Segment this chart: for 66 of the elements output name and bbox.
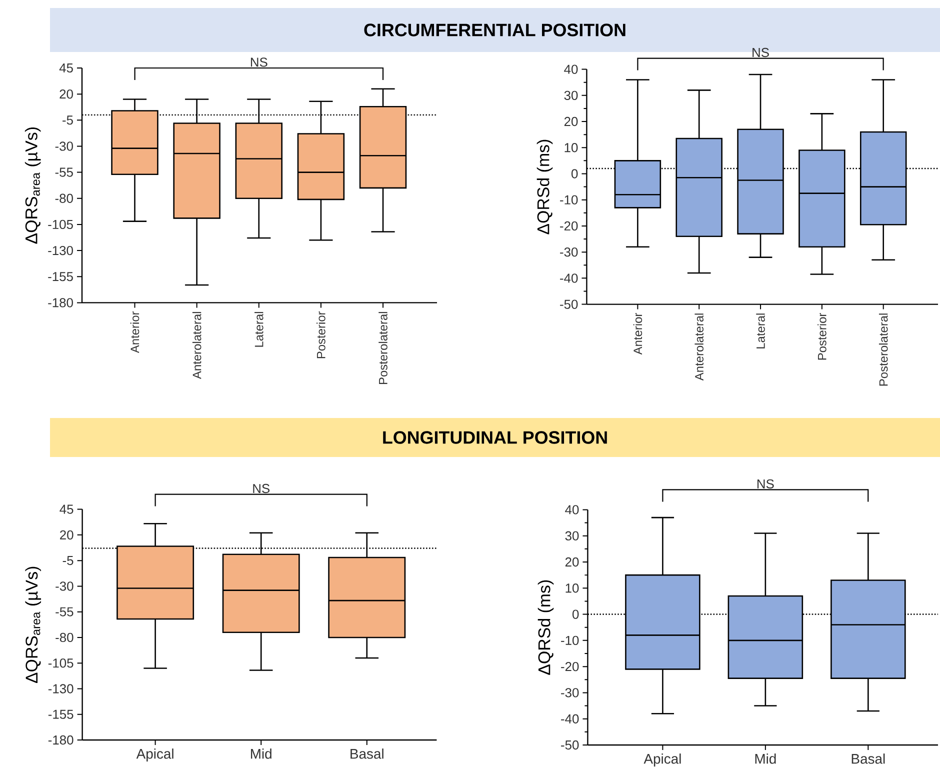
y-tick-label: -180 [48, 298, 73, 308]
x-tick-label: Posterior [818, 313, 826, 360]
y-tick-label: -130 [48, 684, 74, 694]
x-tick-label: Mid [755, 754, 776, 764]
text: NS [250, 58, 268, 67]
y-tick-label: 20 [565, 557, 579, 567]
y-tick-label: -30 [561, 688, 579, 698]
y-tick-label: -50 [561, 740, 579, 750]
y-axis-title: ΔQRSd (ms) [538, 580, 554, 675]
y-tick-label: 45 [59, 63, 73, 73]
text: NS [757, 479, 774, 488]
y-tick-label: 30 [564, 90, 578, 100]
y-tick-label: -40 [561, 714, 579, 724]
y-tick-label: -55 [56, 607, 74, 616]
text: NS [752, 48, 769, 58]
y-tick-label: -10 [561, 636, 579, 646]
y-tick-label: 10 [566, 584, 579, 593]
y-tick-label: 20 [564, 116, 578, 126]
y-tick-label: 10 [564, 143, 578, 152]
x-tick-label: Anterior [633, 313, 642, 355]
x-tick-label: Anterior [130, 311, 140, 354]
y-tick-label: -20 [561, 662, 579, 672]
y-tick-label: 0 [572, 610, 579, 619]
y-tick-label: 20 [60, 89, 73, 99]
y-tick-label: -180 [48, 735, 74, 745]
y-tick-label: 40 [564, 64, 578, 74]
y-tick-label: -155 [48, 710, 74, 719]
text: NS [253, 484, 270, 494]
y-tick-label: 0 [571, 169, 578, 178]
x-tick-label: Apical [136, 748, 174, 762]
text: CIRCUMFERENTIAL POSITION [364, 24, 626, 36]
y-tick-label: 45 [60, 504, 74, 514]
y-axis-title: ΔQRS$_{area}$ (µVs) [24, 128, 41, 244]
y-tick-label: -105 [48, 658, 74, 668]
y-tick-label: -30 [55, 142, 73, 151]
y-axis-title: ΔQRSd (ms) [536, 140, 553, 234]
x-tick-label: Lateral [254, 312, 264, 347]
x-tick-label: Lateral [756, 314, 765, 348]
y-tick-label: 20 [60, 530, 74, 540]
y-tick-label: -155 [48, 272, 73, 282]
x-tick-label: Apical [644, 754, 681, 767]
y-axis-title: ΔQRS$_{area}$ (µVs) [25, 566, 42, 684]
x-tick-label: Anterolateral [694, 314, 704, 381]
x-tick-label: Posterior [316, 311, 326, 358]
y-tick-label: -80 [55, 194, 73, 203]
y-tick-label: -20 [560, 221, 578, 231]
y-tick-label: -30 [560, 247, 578, 257]
x-tick-label: Posterolateral [378, 312, 388, 384]
y-tick-label: -40 [560, 274, 578, 283]
y-tick-label: -5 [62, 116, 73, 125]
y-tick-label: 30 [565, 531, 579, 540]
y-tick-label: -30 [56, 582, 74, 591]
x-tick-label: Posterolateral [878, 314, 888, 386]
x-tick-label: Mid [250, 748, 272, 759]
x-tick-label: Anterolateral [192, 312, 202, 379]
y-tick-label: -80 [56, 632, 74, 642]
y-tick-label: -50 [560, 300, 578, 309]
y-tick-label: -105 [48, 220, 73, 230]
y-tick-label: -5 [62, 556, 74, 566]
x-tick-label: Basal [350, 748, 384, 759]
x-tick-label: Basal [852, 754, 885, 764]
text: LONGITUDINAL POSITION [383, 431, 607, 444]
y-tick-label: -130 [48, 246, 73, 256]
y-tick-label: -55 [55, 168, 73, 177]
y-tick-label: -10 [560, 195, 578, 204]
y-tick-label: 40 [565, 505, 579, 514]
